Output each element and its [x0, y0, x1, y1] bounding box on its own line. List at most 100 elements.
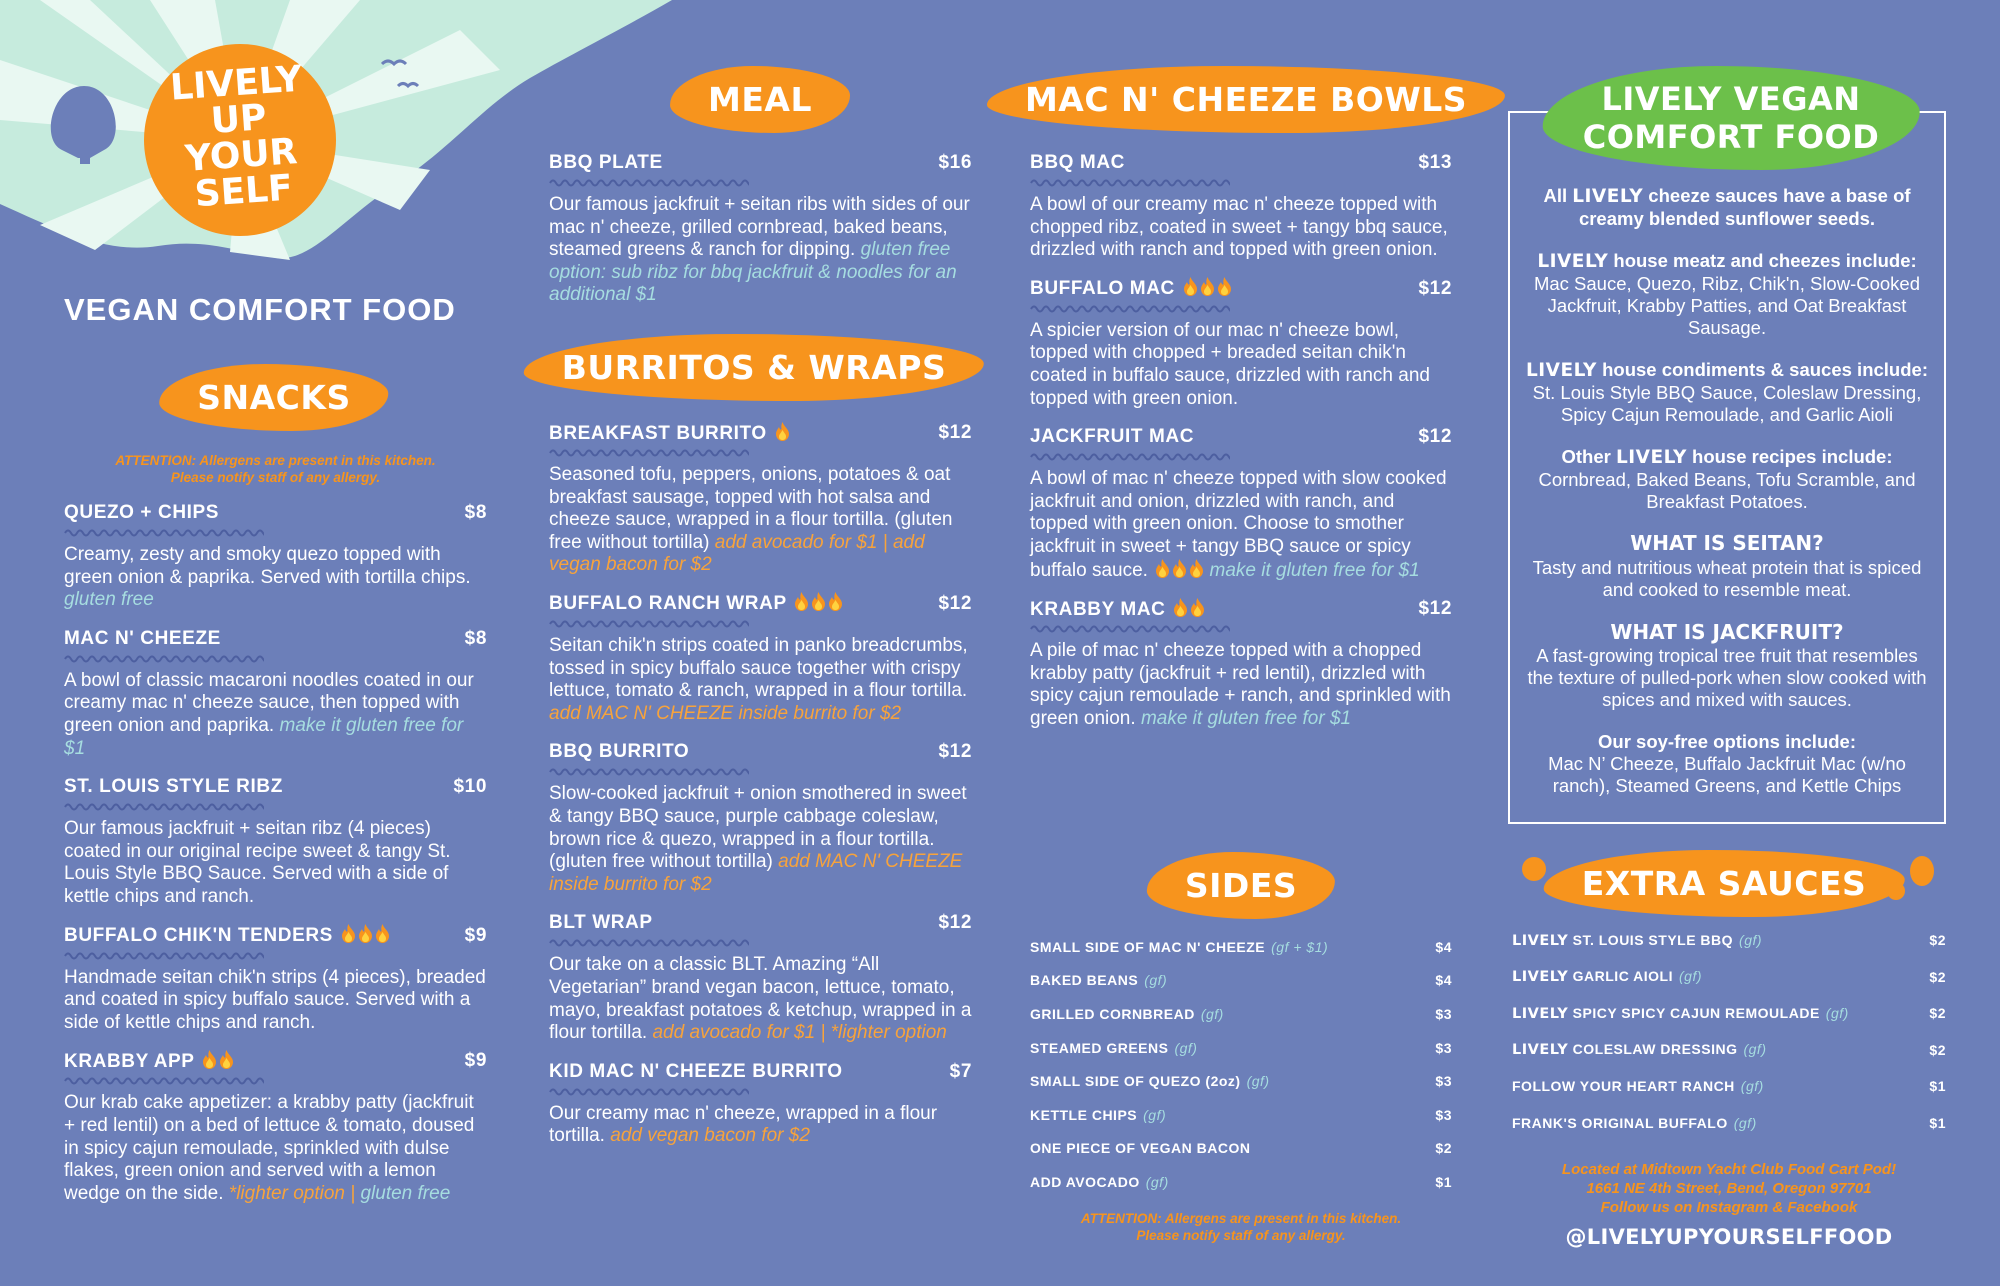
- menu-list: BREAKFAST BURRITO $12 Seasoned tofu, pepp…: [549, 420, 972, 1162]
- info-bold: Other: [1561, 446, 1616, 468]
- row-price: $2: [1435, 1140, 1452, 1157]
- menu-list: BBQ PLATE $16 Our famous jackfruit + seita…: [549, 150, 972, 321]
- row-label: LIVELY SPICY SPICY CAJUN REMOULADE (gf): [1512, 1005, 1849, 1022]
- list-row: FRANK'S ORIGINAL BUFFALO (gf) $1: [1512, 1105, 1946, 1142]
- item-description: A bowl of mac n' cheeze topped with slow…: [1030, 468, 1452, 582]
- balloon-basket: [80, 156, 90, 164]
- menu-item: KRABBY APP $9 Our krab cake appetizer: a …: [64, 1048, 487, 1205]
- item-header: BUFFALO RANCH WRAP $12: [549, 591, 972, 617]
- row-tag: (gf): [1740, 1078, 1764, 1095]
- item-title: QUEZO + CHIPS: [64, 502, 219, 524]
- section-title: MEAL: [670, 66, 850, 133]
- list-row: LIVELY SPICY SPICY CAJUN REMOULADE (gf) $2: [1512, 995, 1946, 1032]
- wavy-divider: [64, 529, 264, 537]
- row-name: SPICY SPICY CAJUN REMOULADE: [1568, 1004, 1820, 1021]
- info-bold: Our soy-free options include:: [1598, 731, 1856, 753]
- item-name: MAC N' CHEEZE: [64, 627, 221, 649]
- row-tag: (gf): [1743, 1041, 1767, 1058]
- list-row: ADD AVOCADO (gf) $1: [1030, 1165, 1452, 1199]
- item-description: A pile of mac n' cheeze topped with a ch…: [1030, 640, 1452, 730]
- item-header: QUEZO + CHIPS $8: [64, 500, 487, 526]
- description-text: Creamy, zesty and smoky quezo topped wit…: [64, 544, 471, 588]
- item-price: $13: [1418, 152, 1452, 173]
- item-name: KRABBY APP: [64, 1050, 195, 1072]
- info-heading: WHAT IS JACKFRUIT?: [1610, 619, 1844, 644]
- attention-line: ATTENTION: Allergens are present in this…: [1080, 1211, 1402, 1226]
- item-title: BBQ PLATE: [549, 152, 663, 174]
- row-name: FRANK'S ORIGINAL BUFFALO: [1512, 1114, 1728, 1131]
- row-name: SMALL SIDE OF QUEZO (2oz): [1030, 1073, 1241, 1090]
- row-price: $4: [1435, 938, 1452, 955]
- row-name: GRILLED CORNBREAD: [1030, 1005, 1195, 1022]
- spice-flame: [203, 1049, 217, 1069]
- attention-note: ATTENTION: Allergens are present in this…: [1030, 1210, 1452, 1244]
- description-text: Our krab cake appetizer: a krabby patty …: [64, 1092, 475, 1204]
- footer: Located at Midtown Yacht Club Food Cart …: [1508, 1160, 1950, 1249]
- item-header: MAC N' CHEEZE $8: [64, 626, 487, 652]
- item-note: gluten free option: sub ribz for bbq jac…: [549, 239, 957, 306]
- info-block: St. Louis Style BBQ Sauce, Coleslaw Dres…: [1532, 381, 1922, 425]
- wavy-divider: [1030, 453, 1230, 461]
- attention-note: ATTENTION: Allergens are present in this…: [64, 452, 487, 486]
- wavy-divider: [64, 803, 264, 811]
- item-price: $9: [464, 1050, 487, 1072]
- row-price: $3: [1435, 1005, 1452, 1022]
- row-label: LIVELY ST. LOUIS STYLE BBQ (gf): [1512, 932, 1762, 949]
- description-text: Our famous jackfruit + seitan ribs with …: [549, 194, 970, 261]
- list-row: FOLLOW YOUR HEART RANCH (gf) $1: [1512, 1068, 1946, 1105]
- item-header: ST. LOUIS STYLE RIBZ $10: [64, 774, 487, 800]
- menu-item: BBQ PLATE $16 Our famous jackfruit + seita…: [549, 150, 972, 307]
- tagline: VEGAN COMFORT FOOD: [64, 292, 456, 327]
- brand-prefix: LIVELY: [1512, 932, 1569, 949]
- brand-prefix: LIVELY: [1512, 969, 1569, 986]
- row-label: ADD AVOCADO (gf): [1030, 1174, 1169, 1190]
- header-art: [0, 0, 672, 260]
- info-bold: cheeze sauces have a base of creamy blen…: [1578, 185, 1911, 229]
- wavy-divider: [549, 939, 749, 947]
- item-header: BUFFALO CHIK'N TENDERS $9: [64, 923, 487, 949]
- info-title: LIVELY VEGAN COMFORT FOOD: [1542, 66, 1920, 170]
- info-block: LIVELY house meatz and cheezes include: …: [1526, 250, 1928, 338]
- row-label: GRILLED CORNBREAD (gf): [1030, 1006, 1224, 1022]
- info-bold: house recipes include:: [1686, 446, 1893, 468]
- item-note: make it gluten free for $1: [1140, 707, 1352, 729]
- description-text: Handmade seitan chik'n strips (4 pieces)…: [64, 966, 486, 1033]
- wavy-divider: [1030, 625, 1230, 633]
- list-row: SMALL SIDE OF QUEZO (2oz) (gf) $3: [1030, 1064, 1452, 1098]
- list-row: LIVELY ST. LOUIS STYLE BBQ (gf) $2: [1512, 922, 1946, 959]
- info-plain: A fast-growing tropical tree fruit that …: [1527, 645, 1927, 710]
- row-tag: (gf + $1): [1271, 938, 1329, 955]
- wavy-divider: [1030, 179, 1230, 187]
- description-text: Seitan chik'n strips coated in panko bre…: [549, 634, 968, 702]
- item-description: A bowl of our creamy mac n' cheeze toppe…: [1030, 194, 1452, 262]
- item-note: add vegan bacon for $2: [610, 1125, 810, 1147]
- menu-item: KID MAC N' CHEEZE BURRITO $7 Our creamy ma…: [549, 1059, 972, 1148]
- row-tag: (gf): [1143, 1106, 1167, 1123]
- info-brand: LIVELY: [1572, 186, 1644, 207]
- info-brand: LIVELY: [1615, 447, 1687, 469]
- sides-list: SMALL SIDE OF MAC N' CHEEZE (gf + $1) $4 BA…: [1030, 930, 1452, 1199]
- info-block: Other LIVELY house recipes include: Cornb…: [1526, 446, 1928, 512]
- row-price: $2: [1929, 1005, 1946, 1022]
- info-box: All LIVELY cheeze sauces have a base of …: [1508, 111, 1946, 824]
- item-price: $8: [464, 627, 487, 649]
- item-price: $12: [1418, 598, 1452, 620]
- row-price: $2: [1929, 968, 1946, 985]
- item-name: KRABBY MAC: [1030, 598, 1166, 620]
- spice-flame: [795, 592, 809, 612]
- item-name: BUFFALO CHIK'N TENDERS: [64, 925, 333, 947]
- row-name: FOLLOW YOUR HEART RANCH: [1512, 1078, 1735, 1095]
- wavy-divider: [64, 952, 264, 960]
- title-line: COMFORT FOOD: [1582, 118, 1880, 156]
- item-title: JACKFRUIT MAC: [1030, 426, 1194, 448]
- info-block: WHAT IS SEITAN? Tasty and nutritious whea…: [1526, 533, 1928, 600]
- menu-item: JACKFRUIT MAC $12 A bowl of mac n' cheeze …: [1030, 424, 1452, 582]
- menu-item: BLT WRAP $12 Our take on a classic BLT. Am…: [549, 910, 972, 1044]
- info-bold: house condiments & sauces include:: [1596, 359, 1928, 381]
- item-title: BBQ MAC: [1030, 152, 1125, 174]
- menu-item: BBQ BURRITO $12 Slow-cooked jackfruit + on…: [549, 739, 972, 896]
- description-text: A bowl of our creamy mac n' cheeze toppe…: [1030, 194, 1448, 261]
- row-label: SMALL SIDE OF QUEZO (2oz) (gf): [1030, 1073, 1270, 1089]
- item-note: add avocado for $1 | add vegan bacon for…: [549, 531, 925, 576]
- spice-flame: [1217, 277, 1231, 297]
